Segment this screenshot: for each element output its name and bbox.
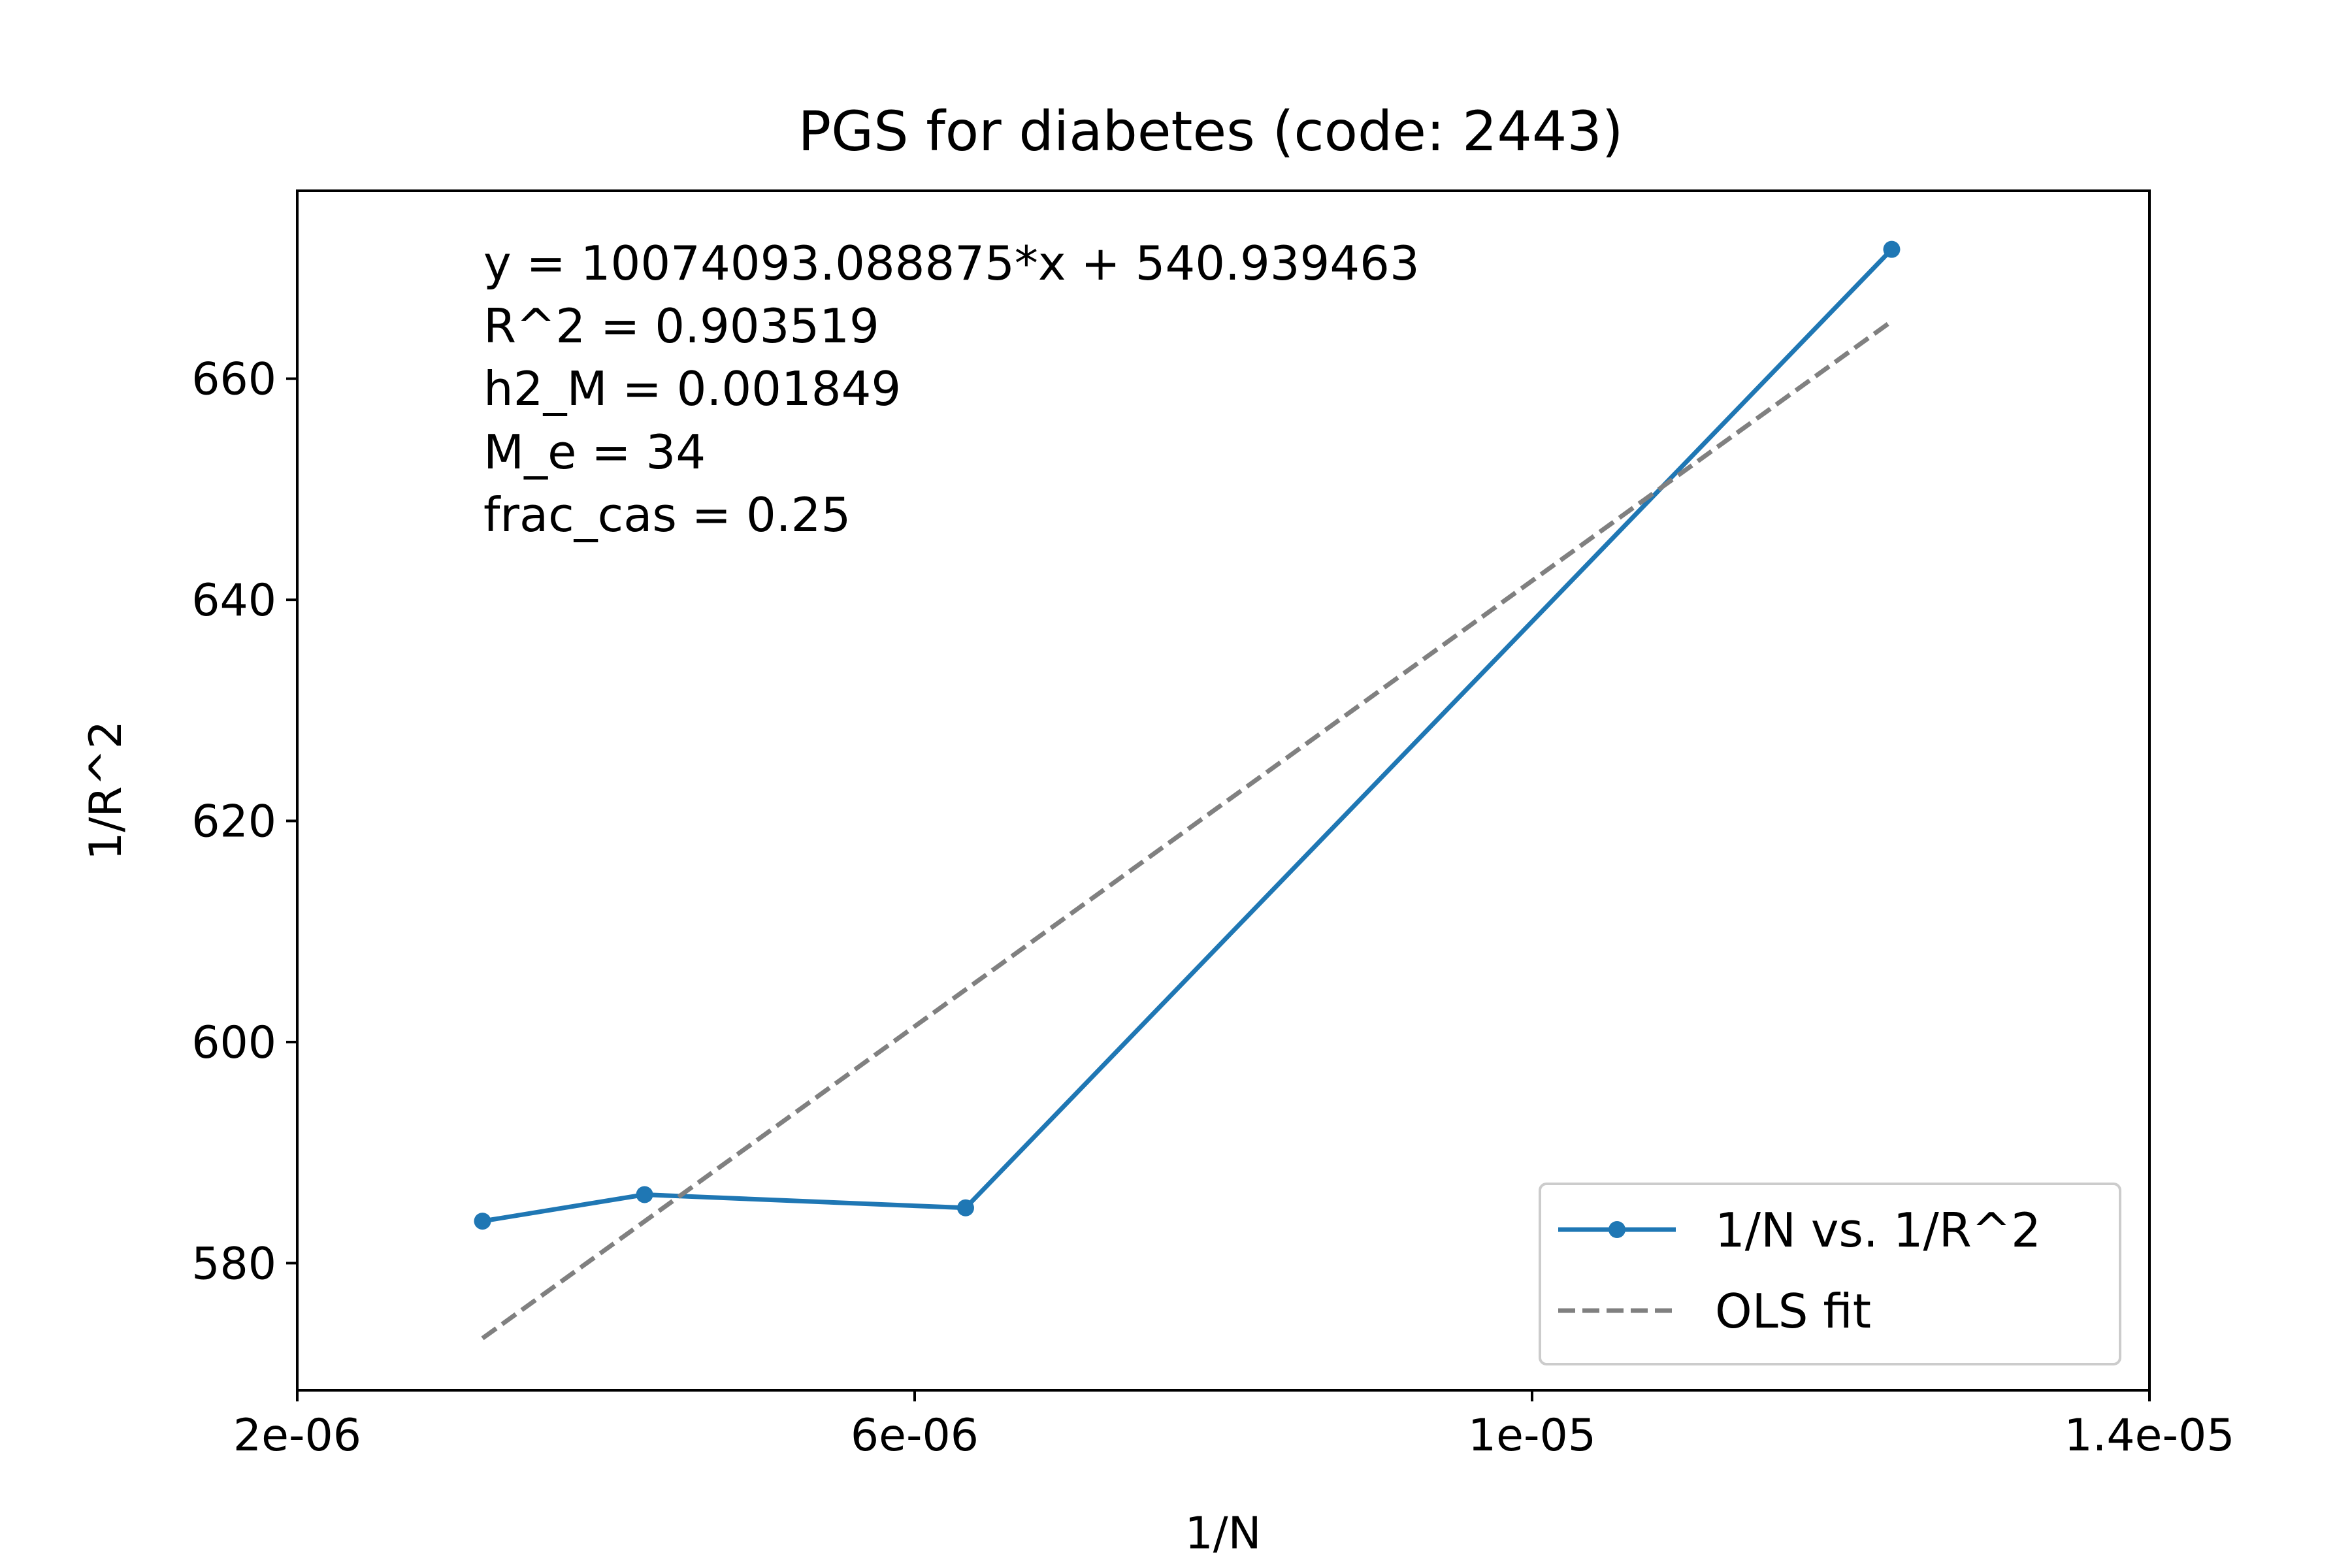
legend-box [1539, 1183, 2121, 1365]
x-axis-label: 1/N [1184, 1508, 1261, 1560]
x-tick-label: 6e-06 [851, 1410, 979, 1462]
y-tick-label: 580 [191, 1238, 276, 1290]
annotation-m-e: M_e = 34 [483, 425, 706, 480]
y-tick-label: 620 [191, 796, 276, 848]
series-line [480, 246, 1895, 1224]
series-point [474, 1213, 491, 1230]
y-axis-ticks: 580 600 620 640 660 [191, 354, 297, 1290]
legend: 1/N vs. 1/R^2 OLS fit [1539, 1183, 2121, 1365]
series-point [636, 1186, 653, 1203]
y-tick-label: 640 [191, 575, 276, 627]
legend-label-series: 1/N vs. 1/R^2 [1715, 1203, 2041, 1258]
x-tick-label: 1e-05 [1468, 1410, 1596, 1462]
y-axis-label: 1/R^2 [80, 721, 132, 860]
annotation-frac-cas: frac_cas = 0.25 [483, 487, 851, 542]
x-axis-ticks: 2e-06 6e-06 1e-05 1.4e-05 [233, 1390, 2235, 1462]
plot-area [474, 240, 1901, 1341]
x-tick-label: 1.4e-05 [2064, 1410, 2234, 1462]
plot-frame [296, 189, 2151, 1392]
series-point [956, 1199, 974, 1217]
annotation-equation: y = 10074093.088875*x + 540.939463 [483, 236, 1420, 291]
fit-annotations: y = 10074093.088875*x + 540.939463 R^2 =… [483, 236, 1420, 542]
series-point [1883, 240, 1901, 258]
annotation-h2-m: h2_M = 0.001849 [483, 361, 901, 416]
x-tick-label: 2e-06 [233, 1410, 361, 1462]
annotation-r-squared: R^2 = 0.903519 [483, 299, 879, 353]
y-tick-label: 660 [191, 354, 276, 406]
y-tick-label: 600 [191, 1017, 276, 1069]
chart-title: PGS for diabetes (code: 2443) [798, 99, 1623, 163]
legend-label-fit: OLS fit [1715, 1284, 1871, 1339]
legend-marker-sample-series [1609, 1221, 1625, 1238]
